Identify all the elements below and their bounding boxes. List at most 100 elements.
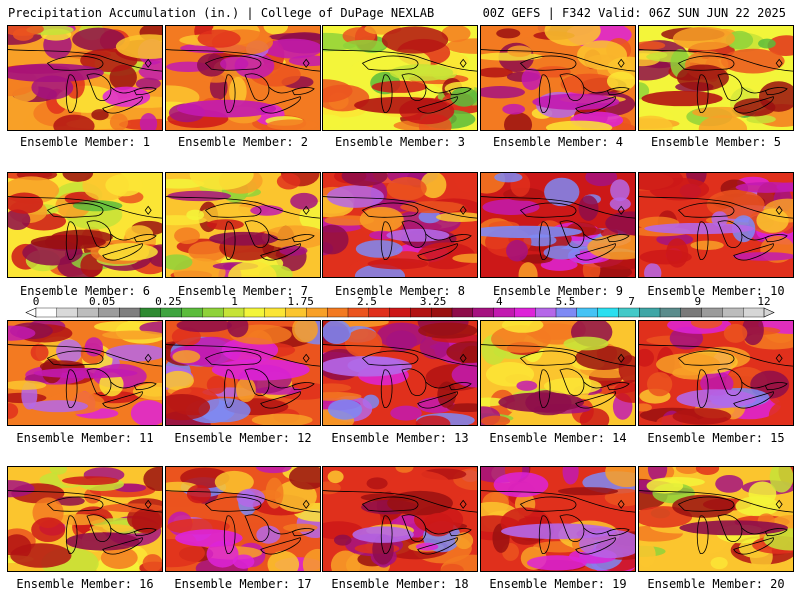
- ensemble-map-panel: [165, 25, 321, 131]
- great-lakes-outline: [8, 49, 162, 114]
- colorbar-swatch: [410, 307, 432, 318]
- heavy-precip-band: [211, 359, 310, 381]
- ensemble-map-panel: [480, 25, 636, 131]
- precip-map: [323, 26, 477, 130]
- ensemble-map-panel: [165, 320, 321, 426]
- precip-contour: [236, 377, 256, 403]
- precip-contour: [545, 120, 613, 130]
- precip-contour: [563, 336, 609, 351]
- precip-contour: [535, 66, 571, 78]
- precip-contour: [219, 56, 249, 71]
- precip-contour: [441, 26, 471, 43]
- ensemble-member-label: Ensemble Member: 5: [650, 135, 782, 149]
- precip-contour: [518, 262, 538, 277]
- precip-contour: [639, 348, 655, 367]
- heavy-precip-band: [498, 392, 585, 413]
- colorbar-swatch: [327, 307, 349, 318]
- precip-map: [8, 321, 162, 425]
- state-marker: [144, 58, 152, 68]
- colorbar-swatch: [618, 307, 640, 318]
- great-lakes-outline: [166, 490, 320, 555]
- ensemble-member-label: Ensemble Member: 20: [647, 577, 785, 591]
- precip-contour: [610, 179, 630, 202]
- precip-contour: [263, 38, 320, 59]
- precip-contour: [166, 394, 211, 421]
- precip-contour: [436, 212, 477, 223]
- great-lakes-outline: [481, 196, 635, 261]
- precip-contour: [8, 26, 44, 36]
- precip-contour: [196, 53, 227, 77]
- heavy-precip-band: [676, 389, 757, 409]
- precip-contour: [330, 550, 361, 571]
- precip-contour: [206, 219, 244, 231]
- precip-contour: [344, 328, 383, 358]
- heavy-precip-band: [501, 523, 616, 540]
- precip-contour: [105, 173, 143, 197]
- precip-contour: [355, 240, 403, 258]
- precip-contour: [251, 413, 313, 425]
- precip-contour: [613, 379, 635, 403]
- precip-map: [323, 173, 477, 277]
- state-marker: [617, 205, 625, 215]
- precip-contour: [198, 398, 251, 423]
- precip-contour: [481, 67, 513, 78]
- ensemble-member-label: Ensemble Member: 4: [492, 135, 624, 149]
- precip-contour: [560, 73, 619, 95]
- precip-contour: [131, 508, 162, 534]
- precip-contour: [609, 197, 631, 211]
- precip-contour: [646, 372, 673, 397]
- precip-contour: [540, 258, 578, 271]
- precip-map: [323, 321, 477, 425]
- great-lakes-outline: [323, 49, 477, 114]
- state-marker: [302, 353, 310, 363]
- heavy-precip-band: [209, 231, 279, 246]
- great-lakes-outline: [639, 490, 793, 555]
- colorbar-left-arrow: [25, 307, 37, 318]
- heavy-precip-band: [641, 90, 723, 107]
- ensemble-member-label: Ensemble Member: 15: [647, 431, 785, 445]
- precip-contour: [263, 26, 289, 35]
- ensemble-member-label: Ensemble Member: 8: [334, 284, 466, 298]
- colorbar-swatch: [181, 307, 203, 318]
- precip-contour: [266, 119, 318, 130]
- precip-contour: [675, 467, 701, 474]
- ensemble-member-label: Ensemble Member: 13: [331, 431, 469, 445]
- precip-contour: [236, 488, 266, 508]
- precip-contour: [446, 341, 477, 364]
- precip-contour: [261, 225, 320, 249]
- precip-map: [481, 321, 635, 425]
- precip-contour: [646, 478, 684, 494]
- precip-contour: [72, 27, 126, 51]
- state-marker: [144, 205, 152, 215]
- precip-contour: [395, 467, 414, 473]
- precip-contour: [644, 263, 662, 277]
- state-marker: [459, 205, 467, 215]
- precip-contour: [769, 467, 793, 493]
- precip-contour: [371, 80, 428, 93]
- precip-contour: [672, 408, 732, 425]
- precip-contour: [758, 38, 776, 49]
- state-marker: [617, 353, 625, 363]
- precip-contour: [255, 467, 292, 474]
- colorbar-swatch: [639, 307, 661, 318]
- great-lakes-outline: [166, 344, 320, 409]
- great-lakes-outline: [166, 196, 320, 261]
- colorbar-swatch: [680, 307, 703, 318]
- ensemble-member-label: Ensemble Member: 12: [174, 431, 312, 445]
- ensemble-member-label: Ensemble Member: 7: [177, 284, 309, 298]
- heavy-precip-band: [175, 529, 243, 547]
- precip-contour: [53, 114, 95, 130]
- state-marker: [459, 353, 467, 363]
- header-run-info: 00Z GEFS | F342 Valid: 06Z SUN JUN 22 20…: [482, 6, 786, 20]
- state-marker: [775, 499, 783, 509]
- precip-contour: [746, 114, 776, 124]
- precip-contour: [132, 382, 162, 400]
- colorbar-swatch: [701, 307, 723, 318]
- precip-contour: [62, 173, 94, 182]
- ensemble-map-panel: [165, 466, 321, 572]
- precip-map: [481, 173, 635, 277]
- heavy-precip-band: [532, 93, 620, 110]
- precip-contour: [167, 190, 232, 202]
- precip-contour: [521, 68, 542, 91]
- precip-contour: [639, 542, 656, 568]
